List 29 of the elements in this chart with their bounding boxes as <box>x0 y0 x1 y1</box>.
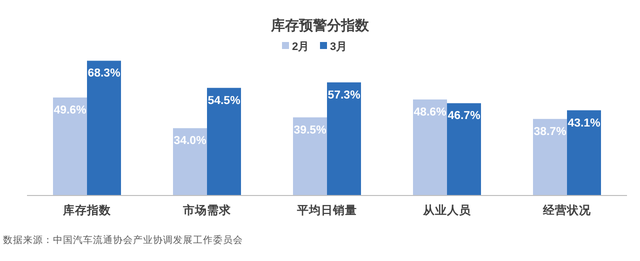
bar <box>53 98 87 195</box>
bar <box>207 88 241 195</box>
chart-title: 库存预警分指数 <box>270 17 370 33</box>
legend-label: 3月 <box>330 41 348 53</box>
bar <box>533 118 567 195</box>
source-note: 数据来源：中国汽车流通协会产业协调发展工作委员会 <box>3 234 243 246</box>
x-tick-label: 从业人员 <box>422 203 472 217</box>
data-label: 48.6% <box>414 106 446 118</box>
data-label: 54.5% <box>208 94 240 107</box>
bar <box>567 110 601 195</box>
bar <box>173 128 207 195</box>
data-label: 34.0% <box>174 135 206 148</box>
legend-label: 2月 <box>292 41 310 53</box>
bar <box>413 99 447 195</box>
bar <box>293 117 327 195</box>
x-tick-label: 库存指数 <box>62 203 112 217</box>
data-label: 39.5% <box>294 124 326 136</box>
x-tick-label: 平均日销量 <box>296 204 357 217</box>
data-label: 68.3% <box>88 68 120 80</box>
bar <box>87 60 121 195</box>
x-tick-label: 市场需求 <box>182 203 232 217</box>
data-label: 43.1% <box>568 117 600 130</box>
bar <box>447 103 481 195</box>
data-label: 46.7% <box>448 110 480 122</box>
bar <box>327 82 361 195</box>
x-tick-label: 经营状况 <box>542 203 592 217</box>
data-label: 57.3% <box>328 89 360 102</box>
data-label: 49.6% <box>54 104 86 116</box>
data-label: 38.7% <box>534 126 566 138</box>
